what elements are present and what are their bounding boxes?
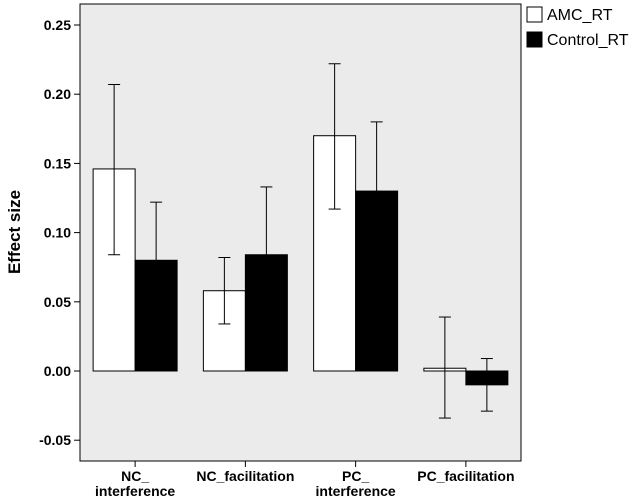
y-tick-label: 0.10 <box>44 225 71 241</box>
y-axis: -0.05 0.00 0.05 0.10 0.15 0.20 0.25 <box>39 17 80 448</box>
y-tick-label: 0.15 <box>44 155 71 171</box>
error-bars <box>108 63 493 419</box>
x-category-label: NC_facilitation <box>196 468 294 484</box>
legend: AMC_RT Control_RT <box>526 6 629 49</box>
y-tick-label: 0.20 <box>44 86 71 102</box>
plot-background <box>79 3 522 462</box>
x-category-label: PC_ <box>342 468 369 484</box>
x-category-label: PC_facilitation <box>417 468 514 484</box>
x-category-label: interference <box>95 483 175 499</box>
legend-swatch-amc-rt <box>526 6 543 23</box>
y-tick-label: -0.05 <box>39 432 71 448</box>
x-category-label: interference <box>316 483 396 499</box>
y-tick-label: 0.25 <box>44 17 71 33</box>
legend-swatch-control-rt <box>526 31 543 48</box>
legend-label-amc-rt: AMC_RT <box>547 7 613 24</box>
y-axis-title: Effect size <box>5 190 24 274</box>
y-tick-label: 0.05 <box>44 294 71 310</box>
legend-label-control-rt: Control_RT <box>547 32 629 49</box>
x-category-label: NC_ <box>121 468 149 484</box>
y-tick-label: 0.00 <box>44 363 71 379</box>
